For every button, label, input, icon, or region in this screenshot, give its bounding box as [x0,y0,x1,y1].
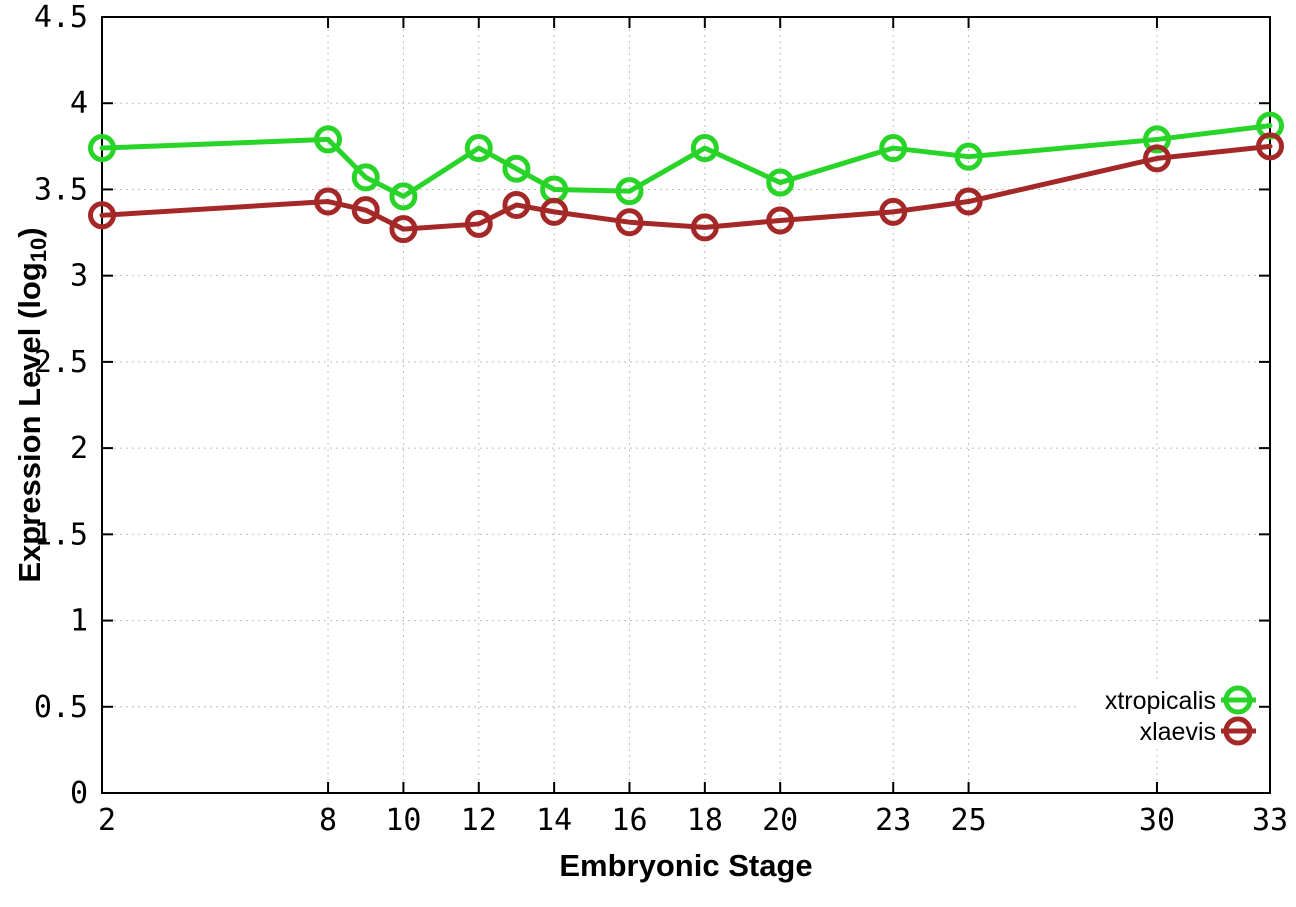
y-tick-label: 2 [70,431,88,466]
x-tick-label: 23 [875,803,911,838]
series-point-xtropicalis [88,134,116,163]
legend-marker-xlaevis [1223,716,1253,746]
series-point-xlaevis [879,197,908,226]
series-point-xtropicalis [690,134,719,163]
y-tick-label: 4 [70,86,88,121]
y-tick-label: 1 [70,604,88,639]
x-axis-title: Embryonic Stage [559,848,813,883]
series-point-xlaevis [389,215,418,244]
legend-marker-xtropicalis [1223,685,1253,715]
x-tick-label: 12 [461,803,497,838]
y-tick-label: 3 [70,259,88,294]
series-point-xtropicalis [766,168,795,197]
series-point-xtropicalis [954,142,983,171]
series-point-xlaevis [766,206,795,235]
y-axis-title-close: ) [12,227,47,238]
x-tick-label: 33 [1252,803,1288,838]
x-tick-label: 18 [687,803,723,838]
series-point-xlaevis [615,208,644,237]
series-point-xtropicalis [879,134,908,163]
series-point-xlaevis [1142,144,1171,173]
series-point-xtropicalis [351,163,380,192]
plot-border [101,16,1271,794]
y-axis-title-subscript: 10 [26,237,51,263]
series-point-xlaevis [351,196,380,225]
series-point-xtropicalis [1142,125,1171,154]
series-point-xlaevis [464,209,493,238]
y-tick-label: 3.5 [34,172,88,207]
series-point-xlaevis [690,213,719,242]
y-tick-label: 4.5 [34,0,88,35]
x-tick-label: 25 [951,803,987,838]
series-line-xtropicalis [99,123,1273,199]
series-point-xlaevis [88,201,116,230]
series-point-xtropicalis [389,182,418,211]
x-tick-label: 8 [319,803,337,838]
series-point-xtropicalis [615,177,644,206]
x-tick-label: 10 [385,803,421,838]
x-tick-label: 14 [536,803,572,838]
x-tick-label: 2 [98,803,116,838]
series-point-xlaevis [314,187,343,216]
y-axis-title-main: Expression Level (log [12,262,47,583]
legend-label-xlaevis: xlaevis [1140,718,1216,746]
series-point-xtropicalis [314,125,343,154]
x-tick-label: 20 [762,803,798,838]
series-point-xtropicalis [464,134,493,163]
x-tick-label: 30 [1139,803,1175,838]
y-tick-label: 1.5 [34,517,88,552]
y-tick-label: 0 [70,776,88,811]
legend-label-xtropicalis: xtropicalis [1105,687,1216,715]
series-point-xlaevis [502,190,531,219]
y-tick-label: 2.5 [34,345,88,380]
series-point-xlaevis [1256,132,1284,161]
series-point-xtropicalis [502,154,531,183]
series-point-xlaevis [540,197,569,226]
series-point-xlaevis [954,187,983,216]
y-axis-title: Expression Level (log10) [12,227,51,583]
x-tick-label: 16 [611,803,647,838]
y-tick-label: 0.5 [34,690,88,725]
